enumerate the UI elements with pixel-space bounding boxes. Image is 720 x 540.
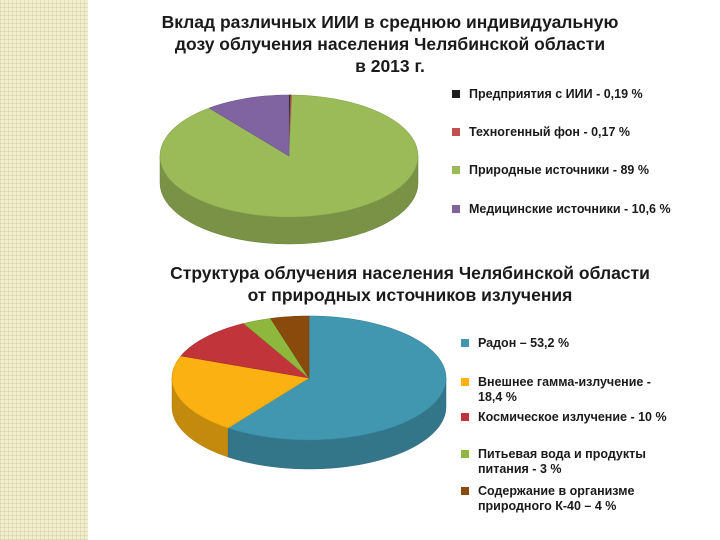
- chart1-legend-item: Предприятия с ИИИ - 0,19 %: [452, 87, 643, 102]
- legend-label: Содержание в организме природного К-40 –…: [478, 484, 635, 513]
- chart2-legend-item: Питьевая вода и продукты питания - 3 %: [461, 447, 671, 477]
- legend-swatch: [452, 166, 460, 174]
- chart1-title-line: в 2013 г.: [355, 55, 425, 76]
- chart2-title: Структура облучения населения Челябинско…: [140, 263, 680, 307]
- legend-label: Предприятия с ИИИ - 0,19 %: [469, 87, 643, 101]
- legend-swatch: [461, 339, 469, 347]
- legend-swatch: [461, 413, 469, 421]
- chart2-slice-5: [270, 315, 310, 380]
- chart1-legend-item: Природные источники - 89 %: [452, 163, 649, 178]
- chart1-title-line: Вклад различных ИИИ в среднюю индивидуал…: [161, 12, 619, 32]
- legend-swatch: [461, 378, 469, 386]
- legend-label: Природные источники - 89 %: [469, 163, 649, 177]
- legend-label: Космическое излучение - 10 %: [478, 410, 667, 424]
- legend-label: Техногенный фон - 0,17 %: [469, 125, 631, 139]
- legend-swatch: [452, 205, 460, 213]
- chart2-legend-item: Космическое излучение - 10 %: [461, 410, 701, 425]
- legend-label: Внешнее гамма-излучение - 18,4 %: [478, 375, 651, 404]
- legend-swatch: [461, 487, 469, 495]
- chart1-title-line: дозу облучения населения Челябинской обл…: [174, 33, 606, 54]
- decorative-side-strip: [0, 0, 88, 540]
- chart1-title: Вклад различных ИИИ в среднюю индивидуал…: [140, 12, 640, 78]
- chart2-legend: Радон – 53,2 % Внешнее гамма-излучение - …: [461, 0, 711, 540]
- chart1-legend: Предприятия с ИИИ - 0,19 % Техногенный фо…: [452, 0, 712, 260]
- chart1-legend-item: Медицинские источники - 10,6 %: [452, 202, 671, 217]
- legend-swatch: [452, 128, 460, 136]
- chart2-legend-item: Радон – 53,2 %: [461, 336, 671, 351]
- legend-label: Медицинские источники - 10,6 %: [469, 202, 671, 216]
- chart2-legend-item: Внешнее гамма-излучение - 18,4 %: [461, 375, 671, 405]
- chart1-legend-item: Техногенный фон - 0,17 %: [452, 125, 630, 140]
- chart2-slice-4: [243, 318, 310, 379]
- chart2-slice-1: [227, 315, 447, 441]
- legend-label: Питьевая вода и продукты питания - 3 %: [478, 447, 646, 476]
- legend-swatch: [452, 90, 460, 98]
- chart2-slice-2: [171, 355, 310, 429]
- chart1-slice-4: [208, 94, 290, 157]
- chart2-title-line: Структура облучения населения Челябинско…: [170, 263, 650, 283]
- chart2-title-line: от природных источников излучения: [247, 284, 573, 305]
- legend-label: Радон – 53,2 %: [478, 336, 570, 350]
- legend-swatch: [461, 450, 469, 458]
- chart2-slice-3: [180, 323, 311, 379]
- chart2-legend-item: Содержание в организме природного К-40 –…: [461, 484, 691, 514]
